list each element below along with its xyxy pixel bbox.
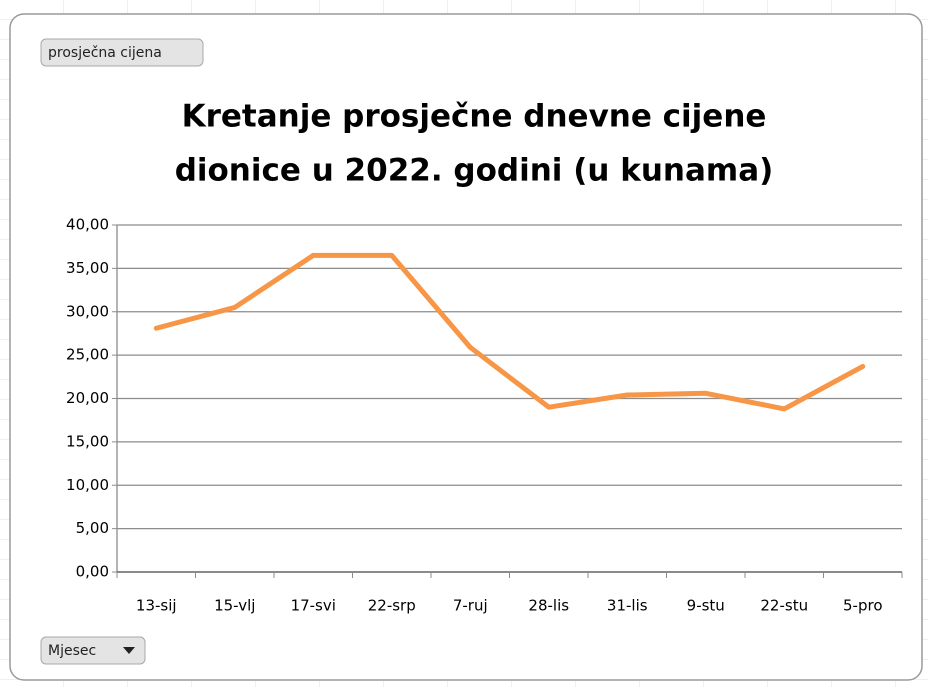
y-tick-label: 20,00 — [66, 389, 109, 407]
y-tick-label: 30,00 — [66, 302, 109, 320]
button-label: Mjesec — [48, 643, 96, 659]
dropdown-arrow — [123, 647, 135, 654]
series-line — [153, 252, 866, 412]
x-tick-label: 9-stu — [687, 597, 725, 615]
x-tick-label: 5-pro — [843, 597, 883, 615]
x-tick-label: 22-stu — [760, 597, 808, 615]
y-tick-label: 15,00 — [66, 432, 109, 450]
axis-field-button[interactable]: Mjesec — [40, 636, 146, 665]
value-field-button[interactable]: prosječna cijena — [40, 38, 204, 67]
y-tick-label: 40,00 — [66, 216, 109, 234]
chart-area — [9, 13, 923, 681]
button-bg — [40, 38, 204, 67]
chart-title: dionice u 2022. godini (u kunama) — [175, 153, 774, 189]
x-tick-label: 28-lis — [528, 597, 569, 615]
button-bg — [40, 636, 146, 665]
y-tick-label: 5,00 — [76, 519, 109, 537]
x-tick-label: 17-svi — [291, 597, 336, 615]
y-tick-label: 0,00 — [76, 563, 109, 581]
y-tick-label: 35,00 — [66, 259, 109, 277]
x-tick-label: 7-ruj — [453, 597, 488, 615]
x-tick-label: 13-sij — [136, 597, 177, 615]
x-tick-label: 22-srp — [368, 597, 416, 615]
y-tick-label: 10,00 — [66, 476, 109, 494]
button-label: prosječna cijena — [48, 45, 162, 61]
x-tick-label: 31-lis — [607, 597, 648, 615]
chart-title: Kretanje prosječne dnevne cijene — [182, 99, 767, 135]
x-tick-label: 15-vlj — [214, 597, 255, 615]
y-tick-label: 25,00 — [66, 346, 109, 364]
